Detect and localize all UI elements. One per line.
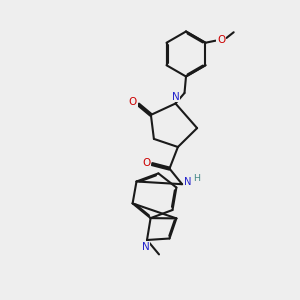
Text: N: N [184,177,192,187]
Text: O: O [142,158,150,168]
Text: O: O [129,97,137,107]
Text: N: N [172,92,179,102]
Text: H: H [194,174,201,183]
Text: O: O [217,35,225,45]
Text: N: N [142,242,149,252]
